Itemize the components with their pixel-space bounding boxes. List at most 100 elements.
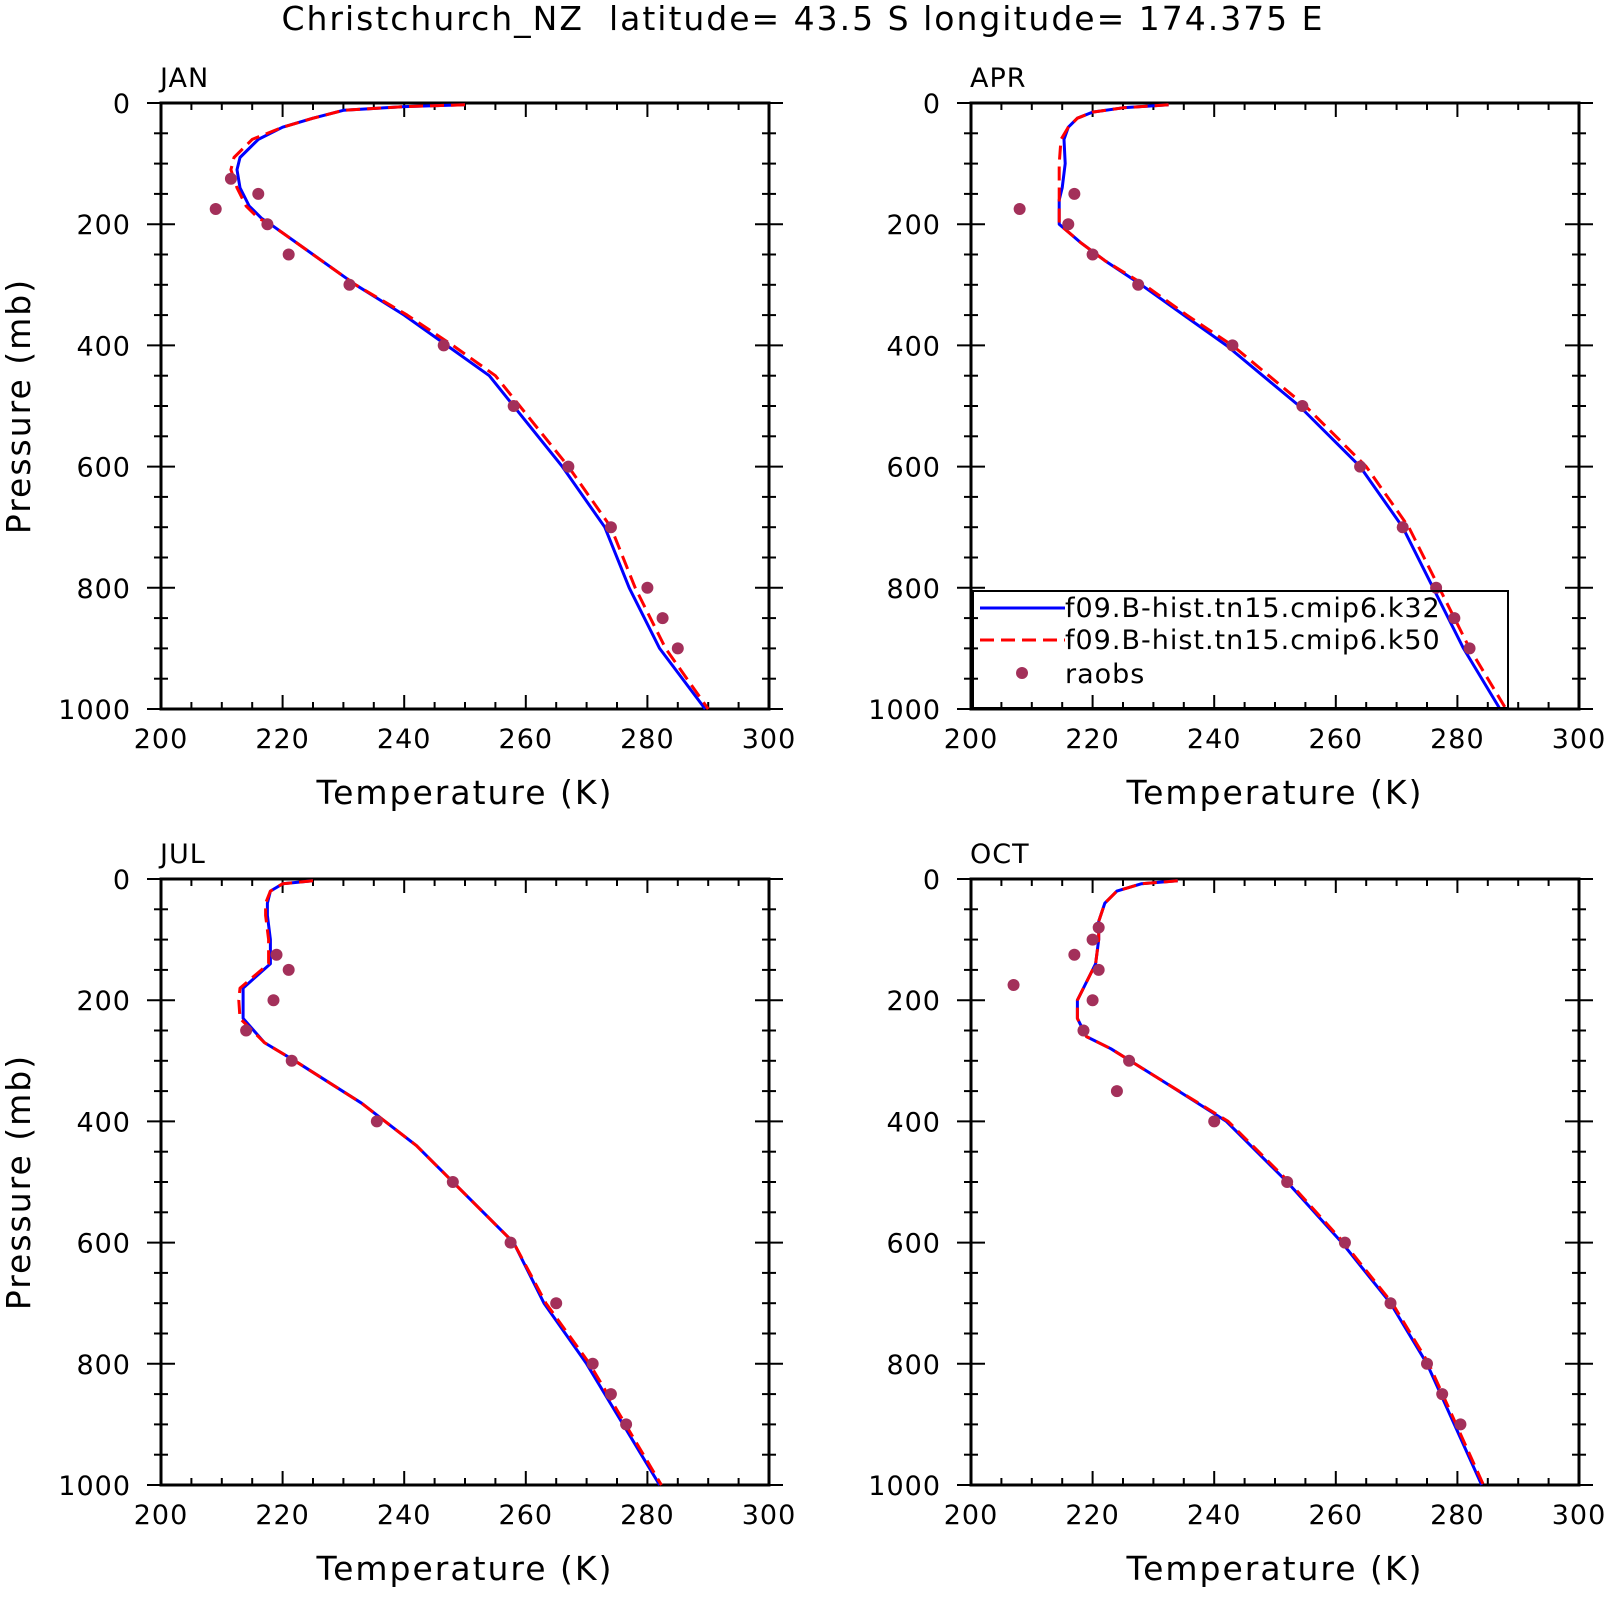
raobs-point [656, 612, 669, 625]
raobs-point [641, 581, 654, 594]
panels: JAN 200 220 240 260 280 300 0 200 400 600 800 1000 Te… [0, 63, 1606, 1588]
y-tick-label: 0 [113, 865, 131, 896]
y-tick-label: 1000 [868, 1471, 941, 1502]
panel-label: APR [970, 63, 1027, 94]
y-tick-label: 400 [76, 331, 131, 362]
y-axis-title: Pressure (mb) [0, 1054, 38, 1310]
raobs-point [1123, 1054, 1136, 1067]
y-tick-label: 200 [886, 210, 941, 241]
raobs-point [1463, 642, 1476, 655]
x-tick-label: 300 [742, 1500, 797, 1531]
raobs-point [343, 278, 356, 291]
y-tick-label: 0 [923, 865, 941, 896]
raobs-point [671, 642, 684, 655]
raobs-point [1007, 979, 1020, 992]
y-tick-label: 800 [886, 1350, 941, 1381]
raobs-point [1208, 1115, 1221, 1128]
raobs-point [1013, 203, 1026, 216]
raobs-point [604, 521, 617, 534]
y-tick-label: 600 [886, 1229, 941, 1260]
y-tick-label: 800 [886, 574, 941, 605]
raobs-point [1086, 248, 1099, 261]
raobs-point [586, 1357, 599, 1370]
raobs-point [1068, 187, 1081, 200]
raobs-point [282, 963, 295, 976]
raobs-point [270, 948, 283, 961]
raobs-point [446, 1176, 459, 1188]
raobs-point [1296, 400, 1309, 412]
raobs-point [1068, 948, 1081, 961]
x-axis-title: Temperature (K) [316, 1549, 614, 1588]
raobs-point [437, 339, 450, 352]
raobs-point [370, 1115, 383, 1128]
raobs-point [1448, 612, 1461, 625]
x-tick-label: 260 [499, 724, 554, 755]
x-tick-label: 280 [620, 1500, 675, 1531]
y-tick-label: 600 [76, 453, 131, 484]
raobs-point [261, 218, 274, 231]
raobs-point [1132, 278, 1145, 291]
raobs-point [562, 460, 575, 473]
raobs-point [1396, 521, 1409, 534]
y-tick-label: 1000 [58, 1471, 131, 1502]
y-tick-label: 200 [76, 210, 131, 241]
raobs-point [1092, 963, 1105, 976]
k50-profile-line [1057, 103, 1508, 710]
raobs-point [282, 248, 295, 261]
y-tick-label: 200 [76, 986, 131, 1017]
x-tick-label: 220 [255, 1500, 310, 1531]
k32-profile-line [1075, 879, 1484, 1486]
x-tick-label: 260 [499, 1500, 554, 1531]
raobs-point [1281, 1176, 1294, 1188]
raobs-point [1092, 921, 1105, 934]
y-tick-label: 800 [76, 574, 131, 605]
x-tick-label: 280 [1430, 724, 1485, 755]
x-tick-label: 200 [134, 1500, 189, 1531]
y-tick-label: 600 [886, 453, 941, 484]
x-tick-label: 300 [742, 724, 797, 755]
panel-oct: OCT 200 220 240 260 280 300 0 200 400 600 800 1000 Te… [868, 839, 1606, 1588]
x-tick-label: 240 [1187, 724, 1242, 755]
raobs-point [1086, 994, 1099, 1007]
y-axis-title: Pressure (mb) [0, 278, 38, 534]
x-axis-title: Temperature (K) [1126, 773, 1424, 812]
legend-entry: raobs [1065, 659, 1145, 690]
x-tick-label: 220 [255, 724, 310, 755]
raobs-point [507, 400, 520, 412]
y-tick-label: 800 [76, 1350, 131, 1381]
plot-frame [159, 101, 771, 711]
x-tick-label: 200 [134, 724, 189, 755]
raobs-point [1110, 1085, 1123, 1098]
x-axis-title: Temperature (K) [1126, 1549, 1424, 1588]
k50-profile-line [1075, 879, 1485, 1486]
raobs-point [504, 1236, 517, 1249]
y-tick-label: 1000 [58, 695, 131, 726]
legend: f09.B-hist.tn15.cmip6.k32f09.B-hist.tn15… [972, 590, 1509, 709]
raobs-point [1436, 1388, 1449, 1401]
legend-entry: f09.B-hist.tn15.cmip6.k50 [1065, 625, 1441, 656]
y-tick-label: 0 [923, 89, 941, 120]
x-tick-label: 220 [1065, 724, 1120, 755]
y-tick-label: 600 [76, 1229, 131, 1260]
legend-raobs-swatch [1016, 667, 1028, 679]
raobs-point [1086, 933, 1099, 946]
raobs-point [1421, 1357, 1433, 1370]
raobs-point [1454, 1418, 1467, 1431]
raobs-point [604, 1388, 617, 1401]
raobs-point [1384, 1297, 1397, 1310]
x-tick-label: 200 [944, 724, 999, 755]
raobs-point [550, 1297, 563, 1310]
x-tick-label: 240 [377, 1500, 432, 1531]
raobs-point [1354, 460, 1367, 473]
k50-profile-line [229, 103, 710, 710]
legend-entry: f09.B-hist.tn15.cmip6.k32 [1065, 593, 1441, 624]
panel-apr: APR 200 220 240 260 280 300 0 200 400 600 800 1000 Te… [868, 63, 1605, 812]
y-tick-label: 1000 [868, 695, 941, 726]
x-tick-label: 280 [1430, 1500, 1485, 1531]
x-tick-label: 300 [1552, 1500, 1606, 1531]
raobs-point [1338, 1236, 1351, 1249]
raobs-point [1226, 339, 1239, 352]
y-tick-label: 400 [886, 331, 941, 362]
panel-label: JAN [158, 63, 209, 94]
